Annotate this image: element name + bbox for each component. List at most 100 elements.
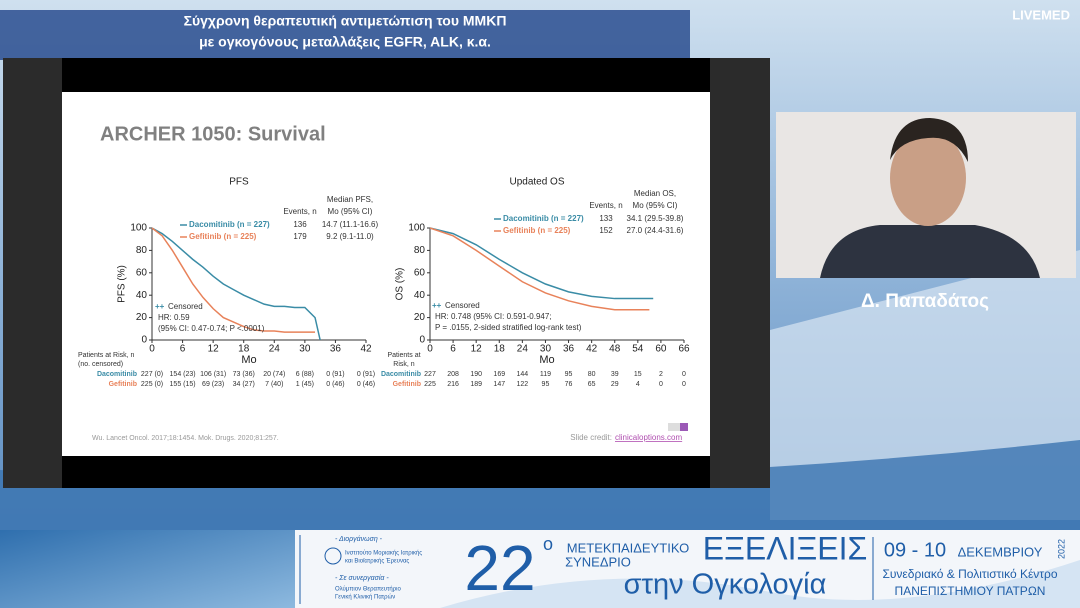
risk-value: 225 xyxy=(424,381,436,388)
credit-link[interactable]: clinicaloptions.com xyxy=(615,433,682,442)
risk-value: 0 xyxy=(682,371,686,378)
risk-value: 6 (88) xyxy=(296,371,314,378)
partner: Γενική Κλινική Πατρών xyxy=(335,594,395,601)
annotation: HR: 0.59 xyxy=(158,313,190,322)
risk-value: 0 xyxy=(659,381,663,388)
speaker-body xyxy=(820,225,1040,278)
censor-marker: ++ xyxy=(155,302,165,311)
risk-value: 154 (23) xyxy=(170,371,196,378)
survival-curve xyxy=(429,227,650,311)
chart-title: Updated OS xyxy=(509,177,564,188)
survival-curve xyxy=(429,227,654,300)
legend-label: Gefitinib (n = 225) xyxy=(503,226,571,235)
month: ΔΕΚΕΜΒΡΙΟΥ xyxy=(958,544,1043,559)
partner-label: - Σε συνεργασία - xyxy=(335,574,389,582)
partner: Ολύμπιον Θεραπευτήριο xyxy=(335,586,402,593)
censor-marker: ++ xyxy=(432,301,442,310)
speaker-hair xyxy=(890,118,968,162)
x-tick-label: 42 xyxy=(586,344,598,355)
risk-value: 20 (74) xyxy=(263,371,285,378)
venue: ΠΑΝΕΠΙΣΤΗΜΙΟΥ ΠΑΤΡΩΝ xyxy=(895,584,1046,598)
logo xyxy=(668,423,688,431)
risk-value: 0 xyxy=(682,381,686,388)
x-tick-label: 42 xyxy=(360,344,372,355)
risk-value: 76 xyxy=(565,381,573,388)
legend-label: Dacomitinib (n = 227) xyxy=(503,214,584,223)
y-tick-label: 60 xyxy=(136,267,148,278)
risk-header: Patients at Risk, n xyxy=(78,352,135,359)
y-tick-label: 60 xyxy=(414,267,426,278)
organizer: Ινστιτούτο Μοριακής Ιατρικής xyxy=(345,550,422,557)
risk-value: 144 xyxy=(517,371,529,378)
risk-value: 169 xyxy=(493,371,505,378)
x-tick-label: 48 xyxy=(609,344,621,355)
risk-value: 122 xyxy=(517,381,529,388)
legend-median: 34.1 (29.5-39.8) xyxy=(627,214,684,223)
y-axis-label: OS (%) xyxy=(395,268,406,301)
legend-median: 27.0 (24.4-31.6) xyxy=(627,226,684,235)
risk-value: 0 (91) xyxy=(326,371,344,378)
x-axis-label: Mo xyxy=(539,354,554,366)
y-tick-label: 40 xyxy=(414,290,426,301)
y-tick-label: 40 xyxy=(136,290,148,301)
legend-header: Mo (95% CI) xyxy=(328,207,373,216)
y-tick-label: 20 xyxy=(414,312,426,323)
risk-row-name: Gefitinib xyxy=(109,381,137,388)
risk-value: 0 (46) xyxy=(357,381,375,388)
event-type: ΣΥΝΕΔΡΙΟ xyxy=(565,554,631,569)
risk-value: 73 (36) xyxy=(233,371,255,378)
legend-header: Median PFS, xyxy=(327,195,373,204)
dates: 09 - 10 xyxy=(884,539,946,561)
chart-title: PFS xyxy=(229,177,249,188)
risk-value: 34 (27) xyxy=(233,381,255,388)
x-tick-label: 24 xyxy=(517,344,529,355)
risk-value: 119 xyxy=(540,371,551,378)
slide-title: ARCHER 1050: Survival xyxy=(100,123,326,145)
risk-value: 227 (0) xyxy=(141,371,163,378)
y-tick-label: 0 xyxy=(419,335,425,346)
x-tick-label: 24 xyxy=(269,344,281,355)
x-tick-label: 18 xyxy=(494,344,506,355)
risk-value: 216 xyxy=(447,381,459,388)
risk-row-name: Dacomitinib xyxy=(381,371,421,378)
risk-value: 189 xyxy=(470,381,482,388)
legend-median: 14.7 (11.1-16.6) xyxy=(322,220,379,229)
annotation: Censored xyxy=(445,301,480,310)
risk-value: 190 xyxy=(470,371,482,378)
risk-value: 208 xyxy=(447,371,459,378)
risk-value: 2 xyxy=(659,371,663,378)
credit-label: Slide credit: xyxy=(570,433,612,442)
title-banner xyxy=(0,10,690,60)
risk-value: 227 xyxy=(424,371,436,378)
speaker-face xyxy=(890,130,966,226)
risk-row-name: Dacomitinib xyxy=(97,371,137,378)
legend-header: Events, n xyxy=(589,201,622,210)
x-tick-label: 30 xyxy=(299,344,311,355)
x-tick-label: 54 xyxy=(632,344,644,355)
annotation: Censored xyxy=(168,302,203,311)
legend-median: 9.2 (9.1-11.0) xyxy=(326,232,374,241)
risk-value: 95 xyxy=(542,381,550,388)
organizer-logo xyxy=(324,547,342,565)
x-tick-label: 60 xyxy=(655,344,667,355)
risk-header: (no. censored) xyxy=(78,361,123,368)
risk-header: Risk, n xyxy=(393,361,415,368)
title-line: Σύγχρονη θεραπευτική αντιμετώπιση του ΜΜ… xyxy=(184,13,507,29)
legend-header: Events, n xyxy=(283,207,316,216)
legend-header: Median OS, xyxy=(634,189,676,198)
x-tick-label: 36 xyxy=(563,344,575,355)
title-line: με ογκογόνους μεταλλάξεις EGFR, ALK, κ.α… xyxy=(199,34,491,50)
event-subtitle: στην Ογκολογία xyxy=(624,569,827,601)
legend-events: 152 xyxy=(599,226,613,235)
risk-value: 106 (31) xyxy=(200,371,226,378)
risk-value: 0 (91) xyxy=(357,371,375,378)
x-tick-label: 0 xyxy=(149,344,155,355)
banner-wave xyxy=(440,560,1080,608)
event-name: ΕΞΕΛΙΞΕΙΣ xyxy=(703,530,868,566)
risk-value: 0 (46) xyxy=(326,381,344,388)
risk-value: 7 (40) xyxy=(265,381,283,388)
reference: Wu. Lancet Oncol. 2017;18:1454. Mok. Dru… xyxy=(92,435,279,442)
legend-events: 179 xyxy=(293,232,307,241)
risk-value: 225 (0) xyxy=(141,381,163,388)
